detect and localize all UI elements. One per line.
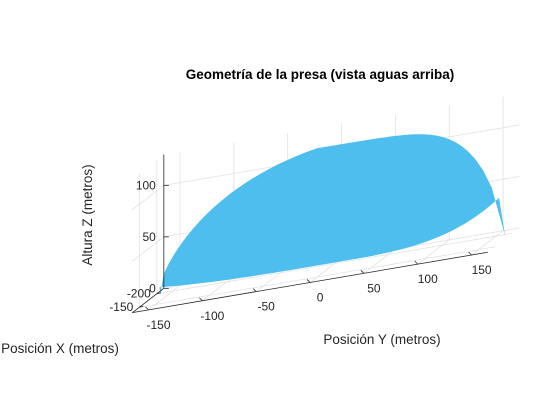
grid-line-x-floor — [139, 246, 495, 308]
y-tick-label: -150 — [146, 318, 170, 332]
grid-line-y-floor — [202, 276, 235, 302]
surface-layer — [159, 134, 506, 295]
y-tick-mark — [252, 288, 257, 292]
y-tick-mark — [468, 251, 472, 256]
y-tick-mark — [306, 279, 311, 283]
dam-surface — [159, 134, 506, 295]
grid-line-y-floor — [363, 248, 396, 274]
x-axis-label: Posición X (metros) — [1, 341, 119, 356]
grid-line-z-side — [132, 185, 165, 210]
y-tick-mark — [414, 260, 419, 265]
grid-line-x-floor — [156, 232, 513, 295]
chart-title: Geometría de la presa (vista aguas arrib… — [186, 67, 455, 82]
z-axis-label: Altura Z (metros) — [80, 164, 95, 265]
grid-line-y-floor — [417, 239, 450, 265]
y-tick-label: 150 — [472, 263, 492, 277]
x-tick-label: -200 — [127, 287, 151, 301]
x-tick-mark — [139, 305, 144, 308]
y-tick-mark — [360, 270, 365, 274]
grid-line-y-floor — [148, 285, 181, 311]
z-tick-label: 100 — [136, 178, 156, 192]
y-tick-mark — [145, 306, 149, 311]
z-tick-label: 0 — [149, 281, 156, 295]
y-tick-mark — [199, 297, 203, 302]
grid-line-y-floor — [255, 266, 288, 292]
y-tick-label: -100 — [200, 309, 224, 323]
x-tick-label: -150 — [109, 300, 133, 314]
y-tick-label: 50 — [367, 281, 381, 295]
grid-line-y-floor — [471, 230, 504, 256]
y-tick-label: -50 — [258, 300, 276, 314]
y-tick-label: 0 — [317, 290, 324, 304]
y-tick-label: 100 — [418, 272, 438, 286]
y-axis-label: Posición Y (metros) — [323, 332, 440, 347]
z-tick-label: 50 — [142, 230, 156, 244]
x-tick-mark — [156, 292, 161, 295]
x-axis-line — [132, 288, 165, 313]
grid-line-z-side — [132, 236, 165, 262]
